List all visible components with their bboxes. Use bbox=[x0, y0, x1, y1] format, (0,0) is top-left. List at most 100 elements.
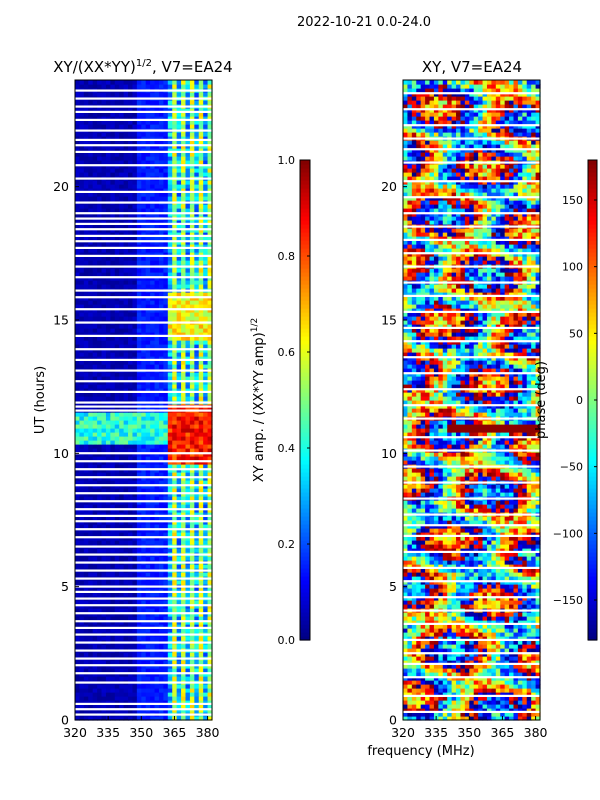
panel1-cell bbox=[185, 324, 191, 329]
panel1-cell bbox=[114, 272, 120, 277]
panel1-cell bbox=[119, 444, 125, 449]
panel1-cell bbox=[176, 180, 182, 185]
panel1-cell bbox=[207, 608, 213, 613]
panel1-cell bbox=[97, 304, 103, 309]
panel1-cell bbox=[136, 696, 142, 701]
panel1-cell bbox=[132, 224, 138, 229]
panel1-cell bbox=[132, 220, 138, 225]
panel1-cell bbox=[150, 340, 156, 345]
panel1-cell bbox=[132, 196, 138, 201]
panel1-cell bbox=[110, 496, 116, 501]
panel1-cell bbox=[136, 364, 142, 369]
panel1-cell bbox=[75, 716, 81, 721]
panel1-cell bbox=[198, 120, 204, 125]
panel1-cell bbox=[141, 208, 147, 213]
panel1-cell bbox=[163, 152, 169, 157]
panel1-cell bbox=[114, 412, 120, 417]
panel1-cell bbox=[97, 268, 103, 273]
panel1-cell bbox=[207, 688, 213, 693]
panel1-cell bbox=[207, 564, 213, 569]
panel1-cell bbox=[83, 220, 89, 225]
panel1-cell bbox=[75, 668, 81, 673]
panel1-cell bbox=[75, 180, 81, 185]
panel1-cell bbox=[92, 660, 98, 665]
panel1-cell bbox=[136, 512, 142, 517]
panel1-cell bbox=[203, 192, 209, 197]
panel1-cell bbox=[181, 424, 187, 429]
panel1-cell bbox=[101, 652, 107, 657]
panel1-cell bbox=[110, 364, 116, 369]
panel1-cell bbox=[92, 204, 98, 209]
panel1-cell bbox=[158, 716, 164, 721]
panel1-cell bbox=[101, 692, 107, 697]
panel1-cell bbox=[141, 172, 147, 177]
panel1-cell bbox=[172, 580, 178, 585]
panel1-cell bbox=[163, 440, 169, 445]
panel1-cell bbox=[97, 464, 103, 469]
panel1-cell bbox=[207, 372, 213, 377]
panel1-cell bbox=[158, 172, 164, 177]
panel1-cell bbox=[194, 700, 200, 705]
panel1-cell bbox=[176, 628, 182, 633]
panel1-cell bbox=[176, 232, 182, 237]
panel1-cell bbox=[88, 432, 94, 437]
panel1-cell bbox=[167, 120, 173, 125]
panel1-cell bbox=[145, 572, 151, 577]
panel1-cell bbox=[114, 260, 120, 265]
panel1-cell bbox=[181, 292, 187, 297]
panel1-cell bbox=[194, 136, 200, 141]
panel1-cell bbox=[75, 352, 81, 357]
panel1-cell bbox=[145, 504, 151, 509]
panel1-cell bbox=[154, 224, 160, 229]
panel1-cell bbox=[83, 628, 89, 633]
panel1-cell bbox=[119, 92, 125, 97]
panel1-cell bbox=[136, 420, 142, 425]
panel1-cell bbox=[198, 548, 204, 553]
panel1-cell bbox=[189, 208, 195, 213]
panel1-cell bbox=[132, 420, 138, 425]
panel1-cell bbox=[132, 616, 138, 621]
panel1-cell bbox=[167, 244, 173, 249]
panel1-cell bbox=[167, 388, 173, 393]
panel1-cell bbox=[181, 668, 187, 673]
panel1-cell bbox=[189, 504, 195, 509]
panel1-cell bbox=[132, 436, 138, 441]
panel1-cell bbox=[88, 172, 94, 177]
panel1-cell bbox=[75, 700, 81, 705]
panel1-cell bbox=[203, 556, 209, 561]
panel1-cell bbox=[181, 168, 187, 173]
panel1-cell bbox=[141, 480, 147, 485]
panel1-cell bbox=[203, 616, 209, 621]
panel1-cell bbox=[150, 244, 156, 249]
panel1-cell bbox=[176, 108, 182, 113]
panel1-cell bbox=[150, 152, 156, 157]
panel1-cell bbox=[110, 608, 116, 613]
panel1-cell bbox=[203, 580, 209, 585]
panel1-cell bbox=[92, 548, 98, 553]
panel1-cell bbox=[101, 716, 107, 721]
panel1-cell bbox=[172, 300, 178, 305]
panel1-cell bbox=[83, 448, 89, 453]
panel1-cell bbox=[167, 700, 173, 705]
panel1-cell bbox=[158, 168, 164, 173]
panel1-cell bbox=[119, 172, 125, 177]
panel1-cell bbox=[163, 204, 169, 209]
panel1-cell bbox=[150, 616, 156, 621]
panel1-cell bbox=[154, 496, 160, 501]
panel1-cell bbox=[88, 120, 94, 125]
panel1-cell bbox=[198, 472, 204, 477]
panel1-cell bbox=[181, 100, 187, 105]
panel1-cell bbox=[207, 204, 213, 209]
panel1-cell bbox=[132, 652, 138, 657]
panel1-cell bbox=[207, 108, 213, 113]
panel1-cell bbox=[119, 600, 125, 605]
panel1-cell bbox=[105, 504, 111, 509]
panel1-cell bbox=[207, 436, 213, 441]
panel1-cell bbox=[185, 108, 191, 113]
panel1-cell bbox=[185, 628, 191, 633]
panel1-cell bbox=[128, 160, 134, 165]
panel1-cell bbox=[83, 340, 89, 345]
panel1-cell bbox=[198, 180, 204, 185]
panel1-cell bbox=[114, 188, 120, 193]
panel1-cell bbox=[203, 252, 209, 257]
